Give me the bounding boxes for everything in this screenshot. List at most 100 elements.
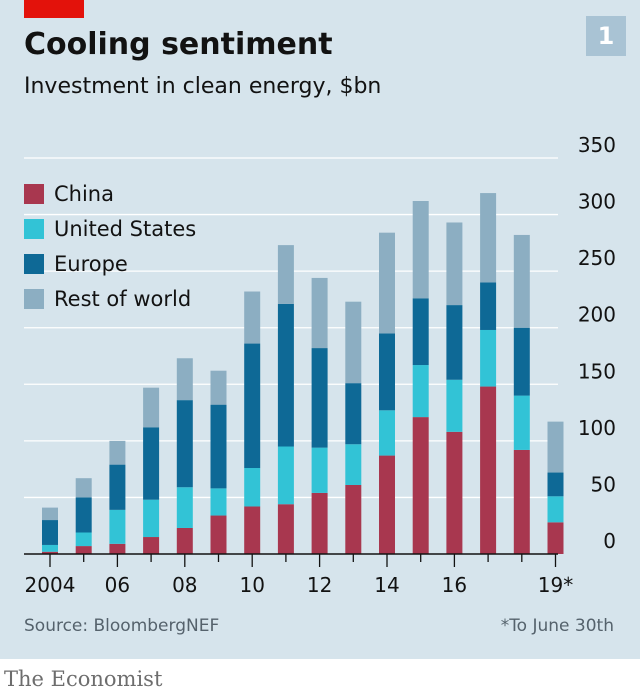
x-tick-label-2012: 12 (307, 573, 332, 597)
legend-item-china: China (24, 176, 196, 211)
bar-europe-2017 (480, 282, 497, 330)
bar-rest-of-world-2008 (176, 358, 193, 401)
brand-name: The Economist (4, 667, 163, 691)
chart-subtitle: Investment in clean energy, $bn (24, 74, 382, 99)
bar-europe-2007 (143, 427, 160, 500)
bar-europe-2012 (311, 348, 328, 448)
y-tick-label-50: 50 (591, 472, 616, 496)
bar-china-2005 (75, 546, 92, 554)
bar-europe-2018 (513, 327, 530, 396)
bar-china-2018 (513, 449, 530, 554)
bar-united-states-2012 (311, 447, 328, 493)
bar-rest-of-world-2015 (412, 200, 429, 299)
bar-united-states-2016 (446, 379, 463, 432)
bar-rest-of-world-2013 (345, 301, 362, 384)
bar-rest-of-world-2006 (109, 440, 126, 465)
bar-rest-of-world-2005 (75, 478, 92, 498)
bar-china-2014 (379, 455, 395, 554)
y-tick-label-200: 200 (578, 303, 616, 327)
bar-rest-of-world-2017 (480, 193, 497, 283)
bar-china-2010 (244, 506, 261, 554)
bar-rest-of-world-2012 (311, 277, 328, 349)
bar-united-states-2018 (513, 395, 530, 450)
legend-item-europe: Europe (24, 246, 196, 281)
bar-china-2013 (345, 484, 362, 554)
bar-rest-of-world-2011 (277, 245, 294, 304)
chart-number-badge: 1 (586, 16, 626, 56)
bar-united-states-2010 (244, 468, 261, 507)
x-tick-label-2010: 10 (239, 573, 264, 597)
legend-label-rest-of-world: Rest of world (54, 286, 192, 311)
bar-europe-2011 (277, 303, 294, 447)
bar-united-states-2009 (210, 488, 227, 516)
bar-europe-2010 (244, 343, 261, 469)
bar-rest-of-world-2019 (547, 421, 564, 473)
bar-china-2007 (143, 537, 160, 554)
y-tick-label-250: 250 (578, 246, 616, 270)
brand-red-tag (24, 0, 84, 18)
legend-label-china: China (54, 181, 114, 206)
legend-label-europe: Europe (54, 251, 128, 276)
bar-rest-of-world-2007 (143, 387, 160, 428)
plot-area: 0 50 100 150 200 250 300 350 2004 06 08 10 12 14 16 19* (24, 133, 616, 597)
bar-china-2011 (277, 504, 294, 554)
x-tick-label-2014: 14 (374, 573, 399, 597)
bar-united-states-2008 (176, 487, 193, 528)
x-tick-label-2008: 08 (172, 573, 197, 597)
legend-swatch-europe (24, 253, 44, 274)
y-tick-label-0: 0 (603, 529, 616, 553)
bar-china-2015 (412, 417, 429, 554)
bar-europe-2013 (345, 383, 362, 445)
bar-rest-of-world-2016 (446, 222, 463, 306)
y-tick-label-100: 100 (578, 416, 616, 440)
bar-europe-2009 (210, 404, 227, 489)
bar-united-states-2013 (345, 444, 362, 485)
x-tick-label-2006: 06 (105, 573, 130, 597)
bar-united-states-2011 (277, 446, 294, 505)
legend-swatch-united-states (24, 218, 44, 239)
bar-china-2008 (176, 527, 193, 554)
bar-europe-2015 (412, 298, 429, 366)
bar-united-states-2019 (547, 496, 564, 523)
legend-label-united-states: United States (54, 216, 197, 241)
x-tick-label-2016: 16 (442, 573, 467, 597)
legend-swatch-china (24, 183, 44, 204)
legend: China United States Europe Rest of world (24, 176, 196, 316)
bar-europe-2005 (75, 497, 92, 533)
bar-united-states-2007 (143, 499, 160, 538)
bar-rest-of-world-2009 (210, 370, 227, 405)
legend-swatch-rest-of-world (24, 288, 44, 309)
bar-europe-2004 (42, 520, 58, 545)
bar-china-2012 (311, 492, 328, 554)
footnote: *To June 30th (500, 616, 614, 636)
y-tick-label-350: 350 (578, 133, 616, 157)
legend-item-rest-of-world: Rest of world (24, 281, 196, 316)
legend-item-united-states: United States (24, 211, 196, 246)
bar-rest-of-world-2004 (42, 507, 58, 521)
bar-united-states-2015 (412, 365, 429, 418)
x-tick-label-2004: 2004 (25, 573, 76, 597)
y-tick-label-150: 150 (578, 359, 616, 383)
bar-china-2009 (210, 515, 227, 554)
x-tick-label-2019: 19* (538, 573, 573, 597)
bar-europe-2016 (446, 305, 463, 380)
bar-china-2016 (446, 431, 463, 554)
bar-rest-of-world-2014 (379, 232, 395, 334)
bar-united-states-2017 (480, 329, 497, 387)
bar-china-2017 (480, 386, 497, 554)
bar-china-2019 (547, 522, 564, 554)
source-note: Source: BloombergNEF (24, 616, 220, 636)
bar-europe-2014 (379, 333, 395, 411)
bar-rest-of-world-2018 (513, 234, 530, 328)
y-tick-label-300: 300 (578, 190, 616, 214)
bar-europe-2008 (176, 400, 193, 488)
bar-united-states-2005 (75, 532, 92, 547)
bar-rest-of-world-2010 (244, 291, 261, 344)
bar-europe-2006 (109, 464, 126, 510)
chart-title: Cooling sentiment (24, 27, 333, 62)
bar-china-2004 (42, 551, 58, 554)
bar-united-states-2006 (109, 509, 126, 544)
bar-china-2006 (109, 543, 126, 554)
bar-united-states-2004 (42, 544, 58, 552)
bar-united-states-2014 (379, 410, 395, 456)
